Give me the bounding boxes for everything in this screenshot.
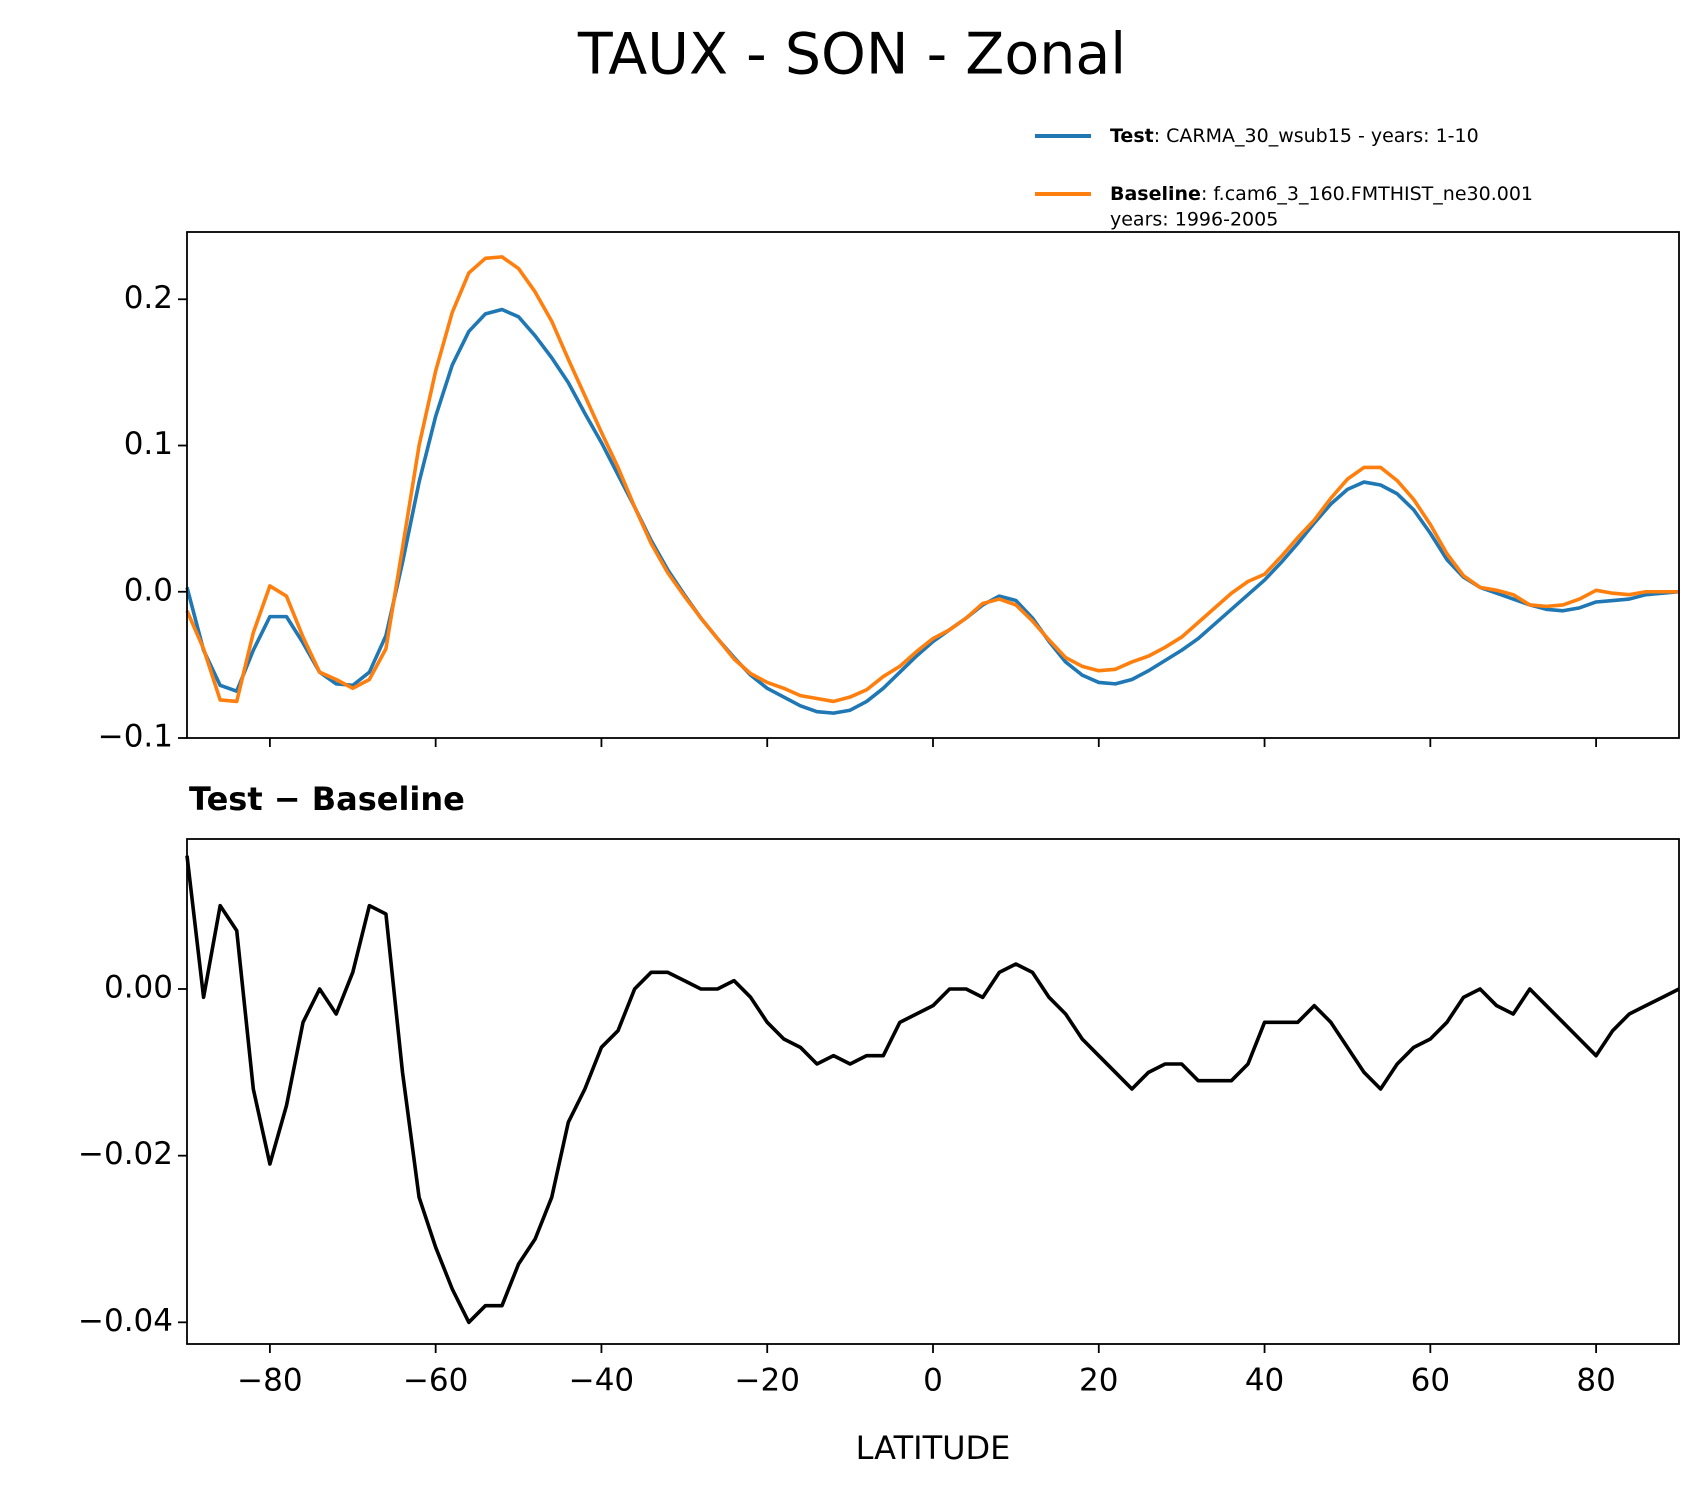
x-tick-label: −80: [237, 1363, 302, 1399]
x-tick-label: −60: [403, 1363, 468, 1399]
axes-frame: [186, 231, 1680, 739]
legend-entry: Test: CARMA_30_wsub15 - years: 1-10: [1110, 125, 1479, 147]
series-line: [185, 855, 1680, 1325]
figure-title: TAUX - SON - Zonal: [577, 22, 1126, 88]
x-axis-label: LATITUDE: [856, 1429, 1011, 1467]
legend-description: : f.cam6_3_160.FMTHIST_ne30.001: [1201, 183, 1533, 205]
y-tick-label: 0.2: [124, 280, 173, 316]
y-tick-label: −0.02: [78, 1136, 173, 1172]
series-line: [185, 255, 1679, 704]
legend-name: Test: [1110, 125, 1154, 147]
y-tick-label: −0.04: [78, 1303, 173, 1339]
x-tick-label: 80: [1576, 1363, 1615, 1399]
y-tick-label: −0.1: [98, 719, 173, 755]
legend-name: Baseline: [1110, 183, 1201, 205]
y-tick-label: 0.1: [124, 426, 173, 462]
x-tick-label: −40: [569, 1363, 634, 1399]
legend-description: : CARMA_30_wsub15 - years: 1-10: [1154, 125, 1479, 147]
x-tick-label: 0: [923, 1363, 943, 1399]
x-tick-label: 40: [1245, 1363, 1284, 1399]
legend-entry: Baseline: f.cam6_3_160.FMTHIST_ne30.001: [1110, 183, 1533, 205]
y-tick-label: 0.0: [124, 572, 173, 608]
axes-frame: [186, 838, 1680, 1345]
legend-description: years: 1996-2005: [1110, 209, 1278, 231]
panel-title: Test − Baseline: [189, 780, 465, 818]
x-tick-label: −20: [735, 1363, 800, 1399]
x-tick-label: 20: [1079, 1363, 1118, 1399]
series-line: [185, 307, 1680, 715]
y-tick-label: 0.00: [104, 970, 173, 1006]
x-tick-label: 60: [1411, 1363, 1450, 1399]
